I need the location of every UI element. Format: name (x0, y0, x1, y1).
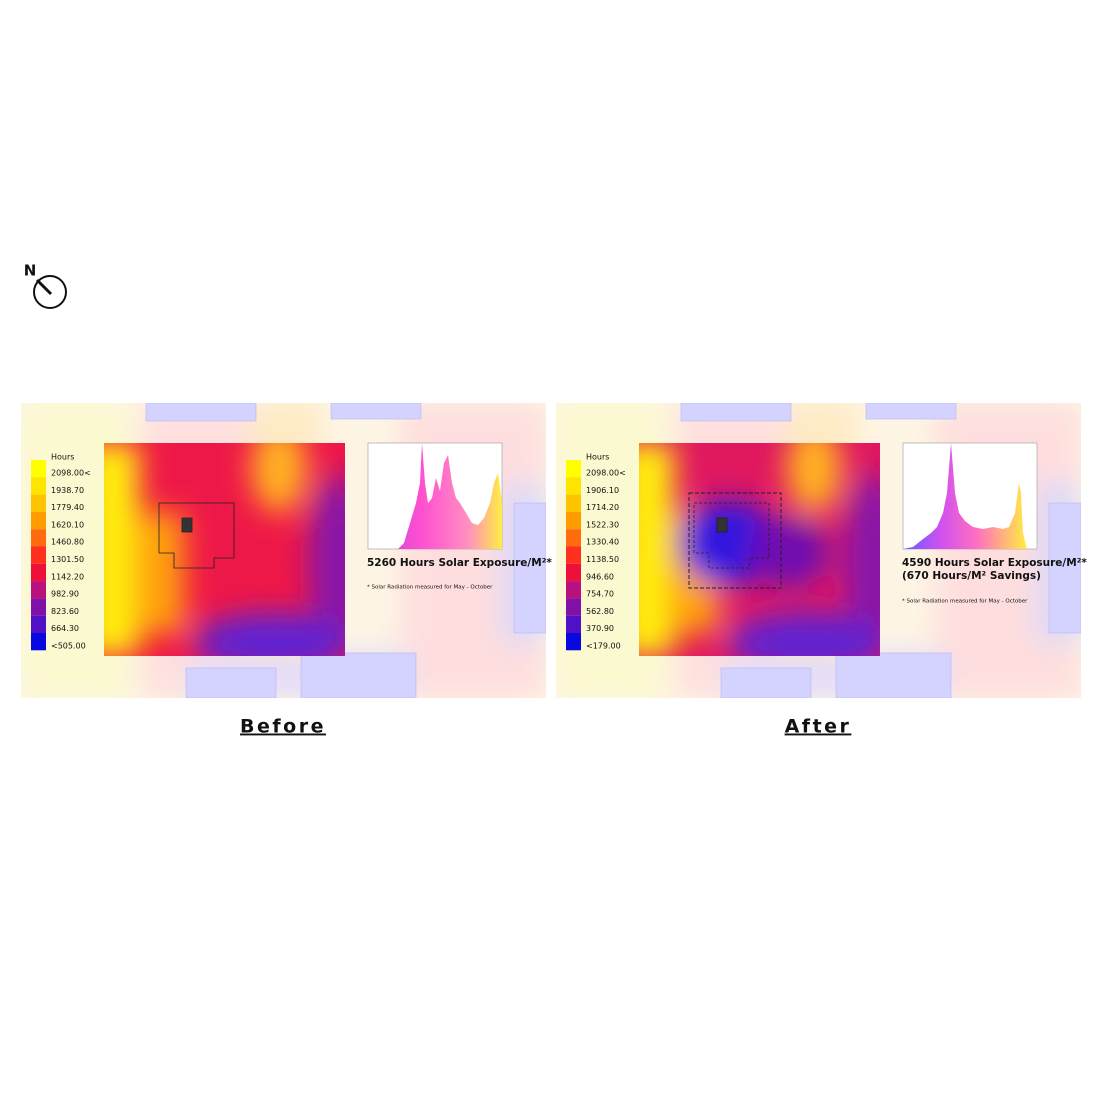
building-plan (688, 492, 782, 589)
plan-core (181, 517, 193, 533)
legend-swatch (31, 633, 46, 651)
heat-blend (639, 443, 880, 656)
building-outline (330, 403, 422, 420)
legend-swatch (31, 598, 46, 616)
legend-swatch (31, 460, 46, 478)
legend-swatch (31, 563, 46, 582)
legend-swatch (31, 494, 46, 512)
legend-label: 1522.30 (586, 520, 619, 529)
compass-needle (35, 278, 53, 296)
footnote: * Solar Radiation measured for May - Oct… (367, 585, 493, 591)
canopy-outline (688, 492, 782, 589)
heat-shade-ring (749, 518, 829, 588)
legend-label: 946.60 (586, 572, 614, 581)
legend-swatch (566, 546, 581, 564)
legend-label: 1138.50 (586, 555, 619, 564)
building-plan (158, 502, 235, 569)
legend-swatch (31, 477, 46, 495)
compass: N (24, 262, 67, 309)
caption: After (785, 716, 852, 738)
legend-label: 2098.00< (586, 469, 626, 478)
legend-swatch (566, 598, 581, 616)
heat-map (639, 443, 880, 656)
legend-title: Hours (51, 453, 74, 462)
legend-label: 1620.10 (51, 520, 84, 529)
building-outline (835, 652, 952, 698)
legend-label: 664.30 (51, 624, 79, 633)
histogram-shape (368, 443, 502, 549)
compass-ring (33, 275, 67, 309)
building-outline (680, 403, 792, 422)
legend-swatch (31, 511, 46, 530)
plan-outline (158, 502, 235, 569)
legend-label: 370.90 (586, 624, 614, 633)
legend-swatch (566, 633, 581, 651)
legend-swatch (31, 546, 46, 564)
legend-label: 1906.10 (586, 486, 619, 495)
building-outline (720, 667, 812, 698)
heat-cool-south (729, 613, 880, 656)
heat-cool-south (194, 613, 345, 656)
legend-swatch (31, 615, 46, 633)
legend-label: 823.60 (51, 607, 79, 616)
caption: Before (240, 716, 326, 738)
legend-swatch (566, 615, 581, 633)
panel: Hours 2098.00< 1906.10 1714.20 1522.30 1330.4… (556, 403, 1087, 698)
legend-label: 982.90 (51, 590, 79, 599)
headline: (670 Hours/M² Savings) (902, 570, 1041, 582)
heat-hot-west (104, 443, 139, 656)
building-outline (185, 667, 277, 698)
headline: 4590 Hours Solar Exposure/M²* (902, 557, 1087, 569)
legend-swatch (566, 494, 581, 512)
building-outline (513, 502, 546, 634)
legend-label: 1330.40 (586, 538, 619, 547)
heat-warm-north (251, 443, 307, 513)
building-outline (1048, 502, 1081, 634)
footnote: * Solar Radiation measured for May - Oct… (902, 599, 1028, 605)
legend-swatch (566, 581, 581, 599)
heat-warm-north (786, 443, 842, 513)
compass-label: N (24, 262, 37, 280)
legend-swatch (566, 529, 581, 547)
legend-label: 562.80 (586, 607, 614, 616)
legend-label: 1301.50 (51, 555, 84, 564)
heat-blend (104, 443, 345, 656)
legend-label: 2098.00< (51, 469, 91, 478)
building-outline (145, 403, 257, 422)
legend-swatch (31, 529, 46, 547)
legend-swatch (566, 460, 581, 478)
heat-map (104, 443, 345, 656)
histogram-shape (903, 443, 1027, 549)
legend-title: Hours (586, 453, 609, 462)
legend-label: <179.00 (586, 642, 621, 651)
plan-core (716, 517, 728, 533)
panel: Hours 2098.00< 1938.70 1779.40 1620.10 1460.8… (21, 403, 552, 698)
building-outline (865, 403, 957, 420)
legend-label: 1142.20 (51, 572, 84, 581)
legend-label: 1460.80 (51, 538, 84, 547)
headline: 5260 Hours Solar Exposure/M²* (367, 557, 552, 569)
heat-cool-east (844, 473, 880, 653)
legend-swatch (566, 563, 581, 582)
building-outline (300, 652, 417, 698)
legend-swatch (31, 581, 46, 599)
legend-swatch (566, 477, 581, 495)
legend-swatch (566, 511, 581, 530)
legend-label: 754.70 (586, 590, 614, 599)
heat-cool-east (309, 473, 345, 653)
legend-label: 1779.40 (51, 503, 84, 512)
legend-label: 1714.20 (586, 503, 619, 512)
legend-label: <505.00 (51, 642, 86, 651)
heat-hot-west (639, 443, 674, 656)
plan-outline (693, 502, 770, 569)
legend-label: 1938.70 (51, 486, 84, 495)
